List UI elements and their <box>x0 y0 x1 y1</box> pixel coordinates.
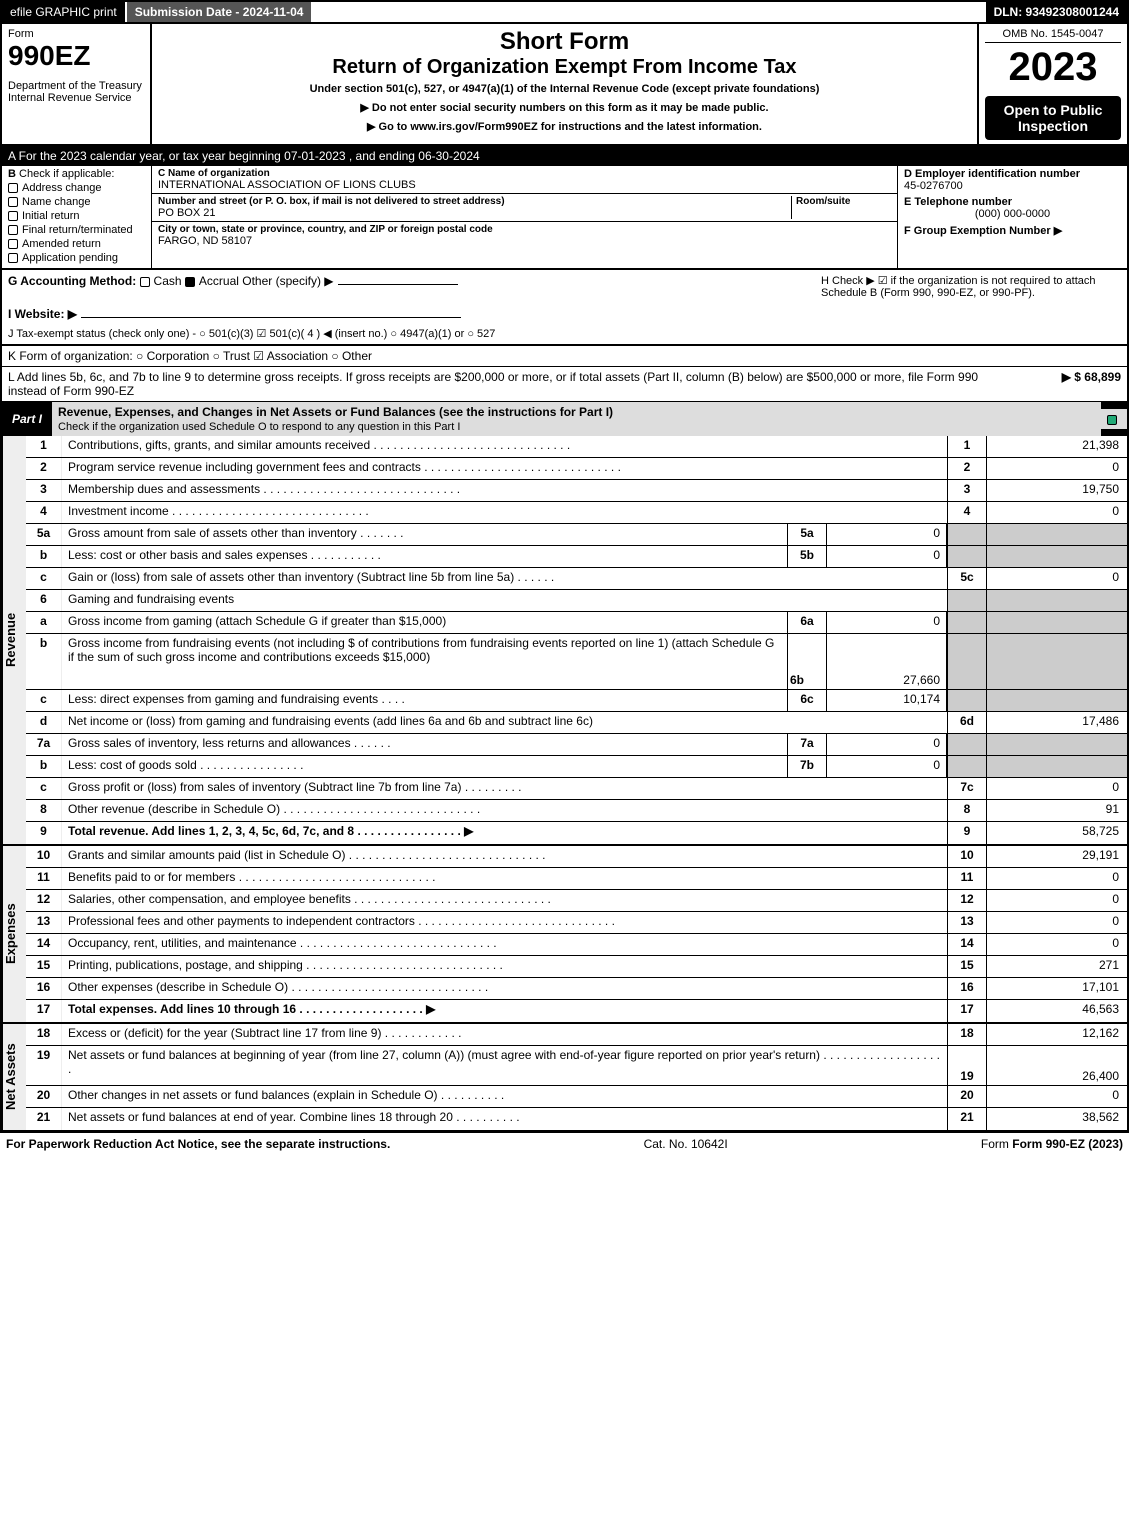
header-right: OMB No. 1545-0047 2023 Open to Public In… <box>977 24 1127 144</box>
efile-label: efile GRAPHIC print <box>2 2 125 22</box>
row-a: A For the 2023 calendar year, or tax yea… <box>0 146 1129 166</box>
section-bcdef: B Check if applicable: Address change Na… <box>0 166 1129 270</box>
form-number: 990EZ <box>8 40 144 72</box>
tax-year: 2023 <box>985 45 1121 90</box>
g-cash: Cash <box>154 274 182 288</box>
part1-tab: Part I <box>2 409 52 429</box>
ein: 45-0276700 <box>904 180 1121 192</box>
footer-mid: Cat. No. 10642I <box>644 1137 728 1151</box>
part1-check <box>1101 409 1127 429</box>
opt-pending: Application pending <box>22 252 118 264</box>
topbar-left: efile GRAPHIC print Submission Date - 20… <box>2 2 311 22</box>
chk-accrual[interactable] <box>185 277 195 287</box>
g-label: G Accounting Method: <box>8 274 136 288</box>
open-public: Open to Public Inspection <box>985 96 1121 140</box>
b-title: Check if applicable: <box>19 168 114 180</box>
opt-initial: Initial return <box>22 210 79 222</box>
short-form: Short Form <box>158 28 971 56</box>
l-text: L Add lines 5b, 6c, and 7b to line 9 to … <box>8 370 981 398</box>
ein-label: D Employer identification number <box>904 168 1080 180</box>
footer-right: Form Form 990-EZ (2023) <box>981 1137 1123 1151</box>
expenses-vlabel: Expenses <box>2 846 26 1022</box>
dept: Department of the Treasury Internal Reve… <box>8 80 144 104</box>
col-def: D Employer identification number 45-0276… <box>897 166 1127 268</box>
schedule-o-check[interactable] <box>1107 415 1117 425</box>
chk-final[interactable] <box>8 225 18 235</box>
col-b: B Check if applicable: Address change Na… <box>2 166 152 268</box>
g-other: Other (specify) ▶ <box>242 274 333 288</box>
chk-initial[interactable] <box>8 211 18 221</box>
city: FARGO, ND 58107 <box>158 235 891 247</box>
row-h: H Check ▶ ☑ if the organization is not r… <box>821 274 1121 299</box>
i-label: I Website: ▶ <box>8 307 77 321</box>
opt-amended: Amended return <box>22 238 101 250</box>
chk-address[interactable] <box>8 183 18 193</box>
room-label: Room/suite <box>796 196 891 207</box>
chk-cash[interactable] <box>140 277 150 287</box>
header-mid: Short Form Return of Organization Exempt… <box>152 24 977 144</box>
c-name-label: C Name of organization <box>158 168 891 179</box>
footer-left: For Paperwork Reduction Act Notice, see … <box>6 1137 390 1151</box>
l-amount: ▶ $ 68,899 <box>981 370 1121 398</box>
group-label: F Group Exemption Number ▶ <box>904 225 1062 237</box>
dln: DLN: 93492308001244 <box>986 2 1127 22</box>
expenses-section: Expenses 10Grants and similar amounts pa… <box>0 846 1129 1024</box>
part1-header: Part I Revenue, Expenses, and Changes in… <box>0 402 1129 436</box>
row-k: K Form of organization: ○ Corporation ○ … <box>0 346 1129 367</box>
tel: (000) 000-0000 <box>904 208 1121 220</box>
topbar: efile GRAPHIC print Submission Date - 20… <box>0 0 1129 24</box>
omb: OMB No. 1545-0047 <box>985 28 1121 43</box>
chk-amended[interactable] <box>8 239 18 249</box>
chk-name[interactable] <box>8 197 18 207</box>
row-l: L Add lines 5b, 6c, and 7b to line 9 to … <box>0 367 1129 402</box>
under-section: Under section 501(c), 527, or 4947(a)(1)… <box>158 83 971 95</box>
revenue-section: Revenue 1Contributions, gifts, grants, a… <box>0 436 1129 846</box>
website-input[interactable] <box>81 317 461 318</box>
footer: For Paperwork Reduction Act Notice, see … <box>0 1132 1129 1155</box>
city-label: City or town, state or province, country… <box>158 224 891 235</box>
b-label: B <box>8 168 16 180</box>
tel-label: E Telephone number <box>904 196 1012 208</box>
netassets-vlabel: Net Assets <box>2 1024 26 1130</box>
warn-ssn: ▶ Do not enter social security numbers o… <box>158 101 971 114</box>
col-c: C Name of organization INTERNATIONAL ASS… <box>152 166 897 268</box>
return-title: Return of Organization Exempt From Incom… <box>158 56 971 79</box>
netassets-section: Net Assets 18Excess or (deficit) for the… <box>0 1024 1129 1132</box>
chk-pending[interactable] <box>8 253 18 263</box>
goto-link[interactable]: ▶ Go to www.irs.gov/Form990EZ for instru… <box>158 120 971 133</box>
opt-address: Address change <box>22 182 102 194</box>
street-label: Number and street (or P. O. box, if mail… <box>158 196 791 207</box>
org-name: INTERNATIONAL ASSOCIATION OF LIONS CLUBS <box>158 179 891 191</box>
header-left: Form 990EZ Department of the Treasury In… <box>2 24 152 144</box>
submission-date: Submission Date - 2024-11-04 <box>125 2 312 22</box>
part1-title: Revenue, Expenses, and Changes in Net As… <box>52 402 1101 436</box>
street: PO BOX 21 <box>158 207 791 219</box>
opt-final: Final return/terminated <box>22 224 133 236</box>
revenue-vlabel: Revenue <box>2 436 26 844</box>
g-accrual: Accrual <box>199 274 239 288</box>
opt-name: Name change <box>22 196 91 208</box>
form-label: Form <box>8 28 144 40</box>
form-header: Form 990EZ Department of the Treasury In… <box>0 24 1129 146</box>
row-j: J Tax-exempt status (check only one) - ○… <box>8 327 1121 340</box>
row-ghij: G Accounting Method: Cash Accrual Other … <box>0 270 1129 346</box>
